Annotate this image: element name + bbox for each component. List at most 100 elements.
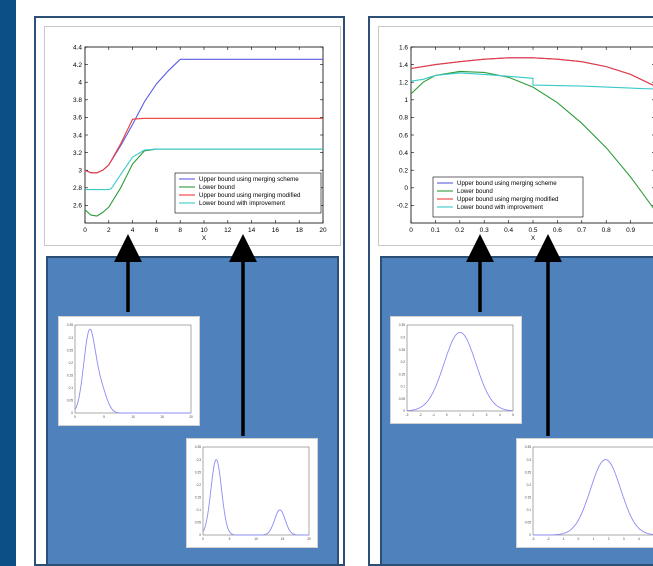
thumb-y-tick: 0.25 [525, 470, 531, 474]
left-blue-box: 0.35 0.3 0.25 0.2 0.15 0.1 0.05 0 0 5 10 15 20 0.35 0… [46, 256, 339, 566]
legend-entry: Lower bound [199, 184, 235, 191]
thumb-x-tick: 5 [512, 413, 514, 417]
thumb-y-tick: 0.35 [399, 323, 405, 327]
thumb-y-tick: 0.15 [399, 372, 405, 376]
x-tick-label: 12 [224, 227, 232, 234]
legend-entry: Upper bound using merging scheme [199, 176, 299, 183]
x-tick-label: 0.6 [553, 227, 562, 234]
thumb-y-tick: 0.15 [195, 495, 201, 499]
thumb-x-tick: 0 [446, 413, 448, 417]
thumb-y-tick: 0 [199, 533, 201, 537]
thumb-x-tick: -3 [532, 537, 535, 541]
series-line [85, 148, 323, 191]
thumb-x-tick: 20 [189, 415, 193, 419]
y-tick-label: 1 [404, 97, 408, 104]
thumb-y-tick: 0 [529, 533, 531, 537]
series-line [84, 117, 323, 174]
thumb-x-tick: 5 [103, 415, 105, 419]
x-tick-label: 0.5 [528, 227, 537, 234]
x-tick-label: 0.2 [455, 227, 464, 234]
thumb-y-tick: 0.15 [525, 495, 531, 499]
thumb-x-tick: 15 [160, 415, 164, 419]
y-tick-label: 0.8 [399, 115, 408, 122]
thumb-x-tick: 20 [307, 537, 311, 541]
thumb-y-tick: 0 [403, 409, 405, 413]
legend-entry: Upper bound using merging modified [199, 192, 301, 199]
x-tick-label: 18 [296, 227, 304, 234]
thumb-y-tick: 0.3 [197, 458, 202, 462]
density-plot: 0.35 0.3 0.25 0.2 0.15 0.1 0.05 00 5 10 15 20 [67, 323, 193, 419]
right-top-thumbnail: 0.35 0.3 0.25 0.2 0.15 0.1 0.05 0 -3 -2 -1 0 1 2 3 4 5 [390, 316, 522, 424]
thumb-y-tick: 0.25 [399, 348, 405, 352]
thumb-y-tick: 0.35 [525, 445, 531, 449]
y-tick-label: 0.6 [399, 132, 408, 139]
thumb-y-tick: 0.3 [69, 336, 74, 340]
density-plot: 0.35 0.3 0.25 0.2 0.15 0.1 0.05 00 5 10 15 20 [195, 445, 311, 541]
thumb-x-tick: 4 [499, 413, 501, 417]
left-bottom-thumbnail: 0.35 0.3 0.25 0.2 0.15 0.1 0.05 0 0 5 10 15 20 [186, 438, 318, 548]
legend [432, 176, 584, 218]
y-tick-label: 0.2 [399, 168, 408, 175]
y-tick-label: -0.2 [397, 203, 409, 210]
x-tick-label: 0.3 [480, 227, 489, 234]
x-tick-label: 0.7 [577, 227, 586, 234]
legend-entry: Upper bound using merging modified [457, 196, 559, 203]
thumb-x-tick: 15 [281, 537, 285, 541]
density-curve [74, 328, 191, 414]
y-tick-label: 3.8 [73, 97, 82, 104]
y-tick-label: 0 [404, 185, 408, 192]
thumb-x-tick: 0 [74, 415, 76, 419]
right-chart-frame: 0 0.1 0.2 0.3 0.4 0.5 0.6 0.7 0.8 0.9 1 -0.2 0 0.2 0.4… [378, 26, 653, 246]
thumb-axes [406, 324, 514, 412]
thumb-y-tick: 0.15 [67, 373, 73, 377]
y-tick-label: 1.4 [399, 62, 408, 69]
y-tick-label: 3 [78, 168, 82, 175]
thumb-x-tick: 0 [202, 537, 204, 541]
x-axis-label: X [531, 235, 536, 242]
thumb-x-tick: -2 [547, 537, 550, 541]
x-tick-label: 16 [272, 227, 280, 234]
thumb-x-tick: 2 [472, 413, 474, 417]
x-tick-label: 2 [107, 227, 111, 234]
left-chart-frame: 0 2 4 6 8 10 12 14 16 18 20 2.6 2.8 3 3.2 3.4 3.6 3.8 4 4.2… [44, 26, 341, 246]
x-tick-label: 6 [155, 227, 159, 234]
thumb-y-tick: 0.35 [195, 445, 201, 449]
x-tick-label: 20 [319, 227, 327, 234]
thumb-y-tick: 0.05 [67, 399, 73, 403]
thumb-x-tick: 2 [608, 537, 610, 541]
right-blue-box: 0.35 0.3 0.25 0.2 0.15 0.1 0.05 0 -3 -2 -1 0 1 2 3 4 5 0… [380, 256, 653, 566]
x-tick-label: 8 [178, 227, 182, 234]
x-tick-label: 14 [248, 227, 256, 234]
right-panel: 0 0.1 0.2 0.3 0.4 0.5 0.6 0.7 0.8 0.9 1 -0.2 0 0.2 0.4… [368, 16, 653, 566]
y-tick-label: 3.6 [73, 115, 82, 122]
y-tick-label: 4.2 [73, 62, 82, 69]
x-tick-label: 0.9 [626, 227, 635, 234]
left-top-thumbnail: 0.35 0.3 0.25 0.2 0.15 0.1 0.05 0 0 5 10 15 20 [58, 316, 200, 426]
x-tick-label: 0.1 [431, 227, 440, 234]
thumb-y-tick: 0.25 [195, 470, 201, 474]
x-tick-label: 0 [83, 227, 87, 234]
thumb-x-tick: 3 [486, 413, 488, 417]
x-tick-label: 10 [200, 227, 208, 234]
density-curve [533, 459, 653, 536]
y-tick-label: 1.2 [399, 80, 408, 87]
legend [174, 172, 322, 214]
x-tick-label: 0.4 [504, 227, 513, 234]
thumb-y-tick: 0.1 [69, 386, 74, 390]
y-tick-label: 2.6 [73, 203, 82, 210]
legend-entry: Lower bound with improvement [457, 204, 543, 211]
density-curve [202, 459, 309, 536]
thumb-y-tick: 0.3 [401, 335, 406, 339]
x-tick-label: 0.8 [602, 227, 611, 234]
thumb-axes [202, 446, 310, 536]
thumb-x-tick: 1 [459, 413, 461, 417]
thumb-x-tick: 3 [623, 537, 625, 541]
density-curve [407, 331, 513, 412]
left-panel: 0 2 4 6 8 10 12 14 16 18 20 2.6 2.8 3 3.2 3.4 3.6 3.8 4 4.2… [34, 16, 345, 566]
legend-entry: Upper bound using merging scheme [457, 180, 557, 187]
thumb-x-tick: 4 [638, 537, 640, 541]
thumb-y-tick: 0.2 [527, 483, 532, 487]
thumb-x-tick: 5 [229, 537, 231, 541]
